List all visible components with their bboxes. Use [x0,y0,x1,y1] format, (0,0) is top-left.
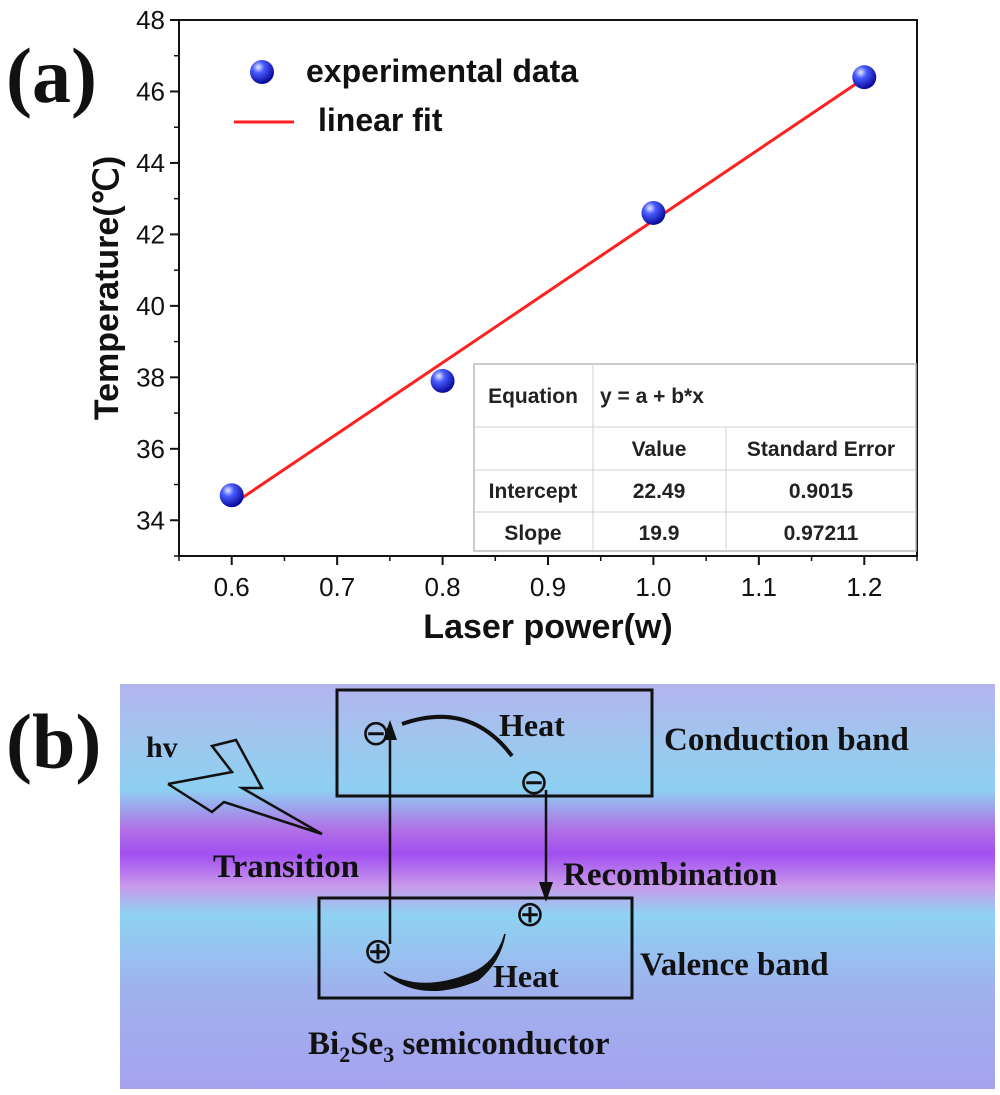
fit-table-frame [473,363,917,552]
fit-line [230,77,866,507]
x-tick-label: 0.6 [214,572,250,602]
fit-table-row-name: Slope [504,522,561,545]
data-point [430,368,455,393]
fit-table-row-value: 19.9 [639,522,680,545]
x-tick-label: 0.7 [319,572,355,602]
y-axis: 34 36 38 40 42 44 46 48 [136,5,179,557]
fit-table-equation-label: Equation [488,385,578,408]
fit-table-equation: y = a + b*x [600,385,704,408]
transition-label: Transition [213,849,359,885]
fit-table-row-value: 22.49 [633,480,686,503]
y-tick-label: 40 [136,291,165,321]
legend-label-line: linear fit [318,102,443,138]
x-tick-label: 0.8 [424,572,460,602]
panel-b: (b) hv ⊖ ⊖ ⊕ ⊕ Heat Heat Conduction band… [6,684,995,1089]
x-tick-label: 1.2 [846,572,882,602]
valence-band-label: Valence band [640,947,829,983]
x-tick-label: 0.9 [530,572,566,602]
fit-line-layer [230,77,866,507]
conduction-band-box [335,688,654,798]
x-axis: 0.6 0.7 0.8 0.9 1.0 1.1 1.2 [178,556,918,602]
panel-b-label: (b) [6,698,101,785]
fit-table-value-header: Value [632,438,687,461]
heat-relaxation-curve-bottom [383,933,506,991]
recombination-label: Recombination [563,857,778,893]
x-tick-label: 1.0 [635,572,671,602]
y-tick-label: 42 [136,219,165,249]
band-background [120,684,995,1089]
heat-label-top: Heat [499,707,565,743]
y-tick-label: 46 [136,76,165,106]
fit-table-row-stderr: 0.9015 [789,480,854,503]
data-point [219,483,244,508]
panel-a: (a) 34 36 38 40 42 44 46 48 0.6 0.7 0.8 0.9 1.0 1.1 1… [6,5,918,646]
x-tick-label: 1.1 [741,572,777,602]
data-point [852,65,877,90]
valence-band-box [317,896,634,1000]
data-point [641,200,666,225]
y-tick-label: 34 [136,505,165,535]
x-axis-title: Laser power(w) [423,608,672,646]
fit-table: Equation y = a + b*x Value Standard Erro… [473,363,917,552]
fit-table-row-stderr: 0.97211 [784,522,859,545]
y-tick-label: 48 [136,5,165,35]
fit-table-row-name: Intercept [489,480,578,503]
legend-label-points: experimental data [306,53,578,89]
electron-icon: ⊖ [361,712,391,753]
semiconductor-label: Bi2Se3 semiconductor [308,1026,610,1067]
y-tick-label: 36 [136,434,165,464]
y-tick-label: 38 [136,362,165,392]
hole-icon: ⊕ [515,893,545,934]
transition-arrow-head [383,720,397,740]
fit-table-stderr-header: Standard Error [747,438,895,461]
photon-energy-label: hv [146,731,178,764]
conduction-band-label: Conduction band [664,722,909,758]
y-tick-label: 44 [136,148,165,178]
y-axis-title: Temperature(℃) [88,156,126,420]
data-points-layer [219,65,877,508]
panel-a-label: (a) [6,32,97,119]
hole-icon: ⊕ [363,930,393,971]
heat-label-bottom: Heat [493,958,559,994]
legend: experimental data linear fit [234,53,578,138]
recombination-arrow-head [539,882,553,902]
legend-marker-points [250,60,274,84]
lightning-icon [167,738,323,836]
electron-icon: ⊖ [519,761,549,802]
heat-relaxation-curve-top [401,714,514,758]
